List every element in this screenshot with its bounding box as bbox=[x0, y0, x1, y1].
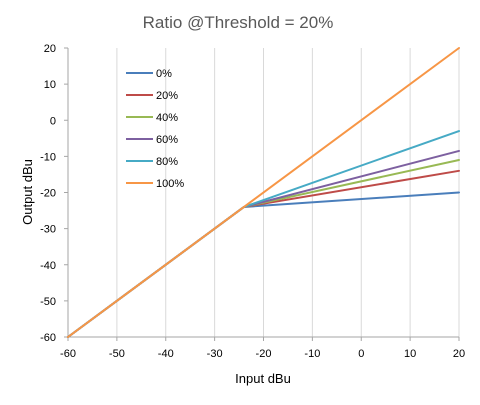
x-tick-label: -60 bbox=[60, 348, 76, 360]
y-axis-label: Output dBu bbox=[20, 159, 35, 225]
x-tick-label: -30 bbox=[207, 348, 223, 360]
x-tick-label: -20 bbox=[256, 348, 272, 360]
legend-label: 40% bbox=[156, 112, 178, 124]
y-tick-label: 0 bbox=[50, 115, 56, 127]
y-tick-label: -20 bbox=[40, 188, 56, 200]
legend-label: 80% bbox=[156, 156, 178, 168]
y-tick-label: -30 bbox=[40, 224, 56, 236]
y-tick-label: -40 bbox=[40, 260, 56, 272]
x-tick-label: -10 bbox=[304, 348, 320, 360]
y-tick-label: 20 bbox=[44, 43, 56, 55]
x-tick-label: -50 bbox=[109, 348, 125, 360]
y-tick-label: 10 bbox=[44, 79, 56, 91]
x-axis-label: Input dBu bbox=[235, 371, 291, 386]
axis-layer: -60 -50 -40 -30 -20 -10 0 10 20 -60 -50 -40 -30 -20 -1… bbox=[40, 43, 465, 360]
series-line bbox=[67, 47, 460, 338]
legend-label: 60% bbox=[156, 134, 178, 146]
x-tick-label: 20 bbox=[453, 348, 465, 360]
y-tick-label: -50 bbox=[40, 296, 56, 308]
y-tick-label: -60 bbox=[40, 332, 56, 344]
chart-title: Ratio @Threshold = 20% bbox=[143, 13, 334, 32]
legend-label: 100% bbox=[156, 178, 184, 190]
legend-label: 20% bbox=[156, 90, 178, 102]
series-layer bbox=[67, 47, 460, 338]
y-tick-label: -10 bbox=[40, 151, 56, 163]
x-tick-label: 10 bbox=[404, 348, 416, 360]
x-tick-label: -40 bbox=[158, 348, 174, 360]
x-tick-label: 0 bbox=[358, 348, 364, 360]
legend: 0% 20% 40% 60% 80% 100% bbox=[126, 68, 184, 190]
legend-label: 0% bbox=[156, 68, 172, 80]
